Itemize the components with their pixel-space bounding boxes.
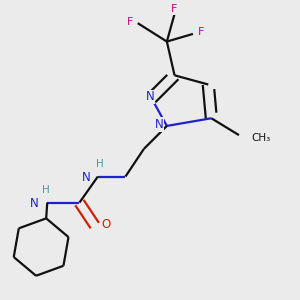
Text: H: H	[42, 185, 50, 195]
Text: F: F	[127, 16, 133, 27]
Text: N: N	[82, 171, 91, 184]
Text: F: F	[171, 4, 178, 14]
Text: H: H	[95, 159, 103, 169]
Text: CH₃: CH₃	[251, 133, 271, 142]
Text: N: N	[155, 118, 164, 131]
Text: O: O	[102, 218, 111, 232]
Text: F: F	[197, 27, 204, 38]
Text: N: N	[146, 90, 154, 103]
Text: N: N	[30, 197, 39, 210]
